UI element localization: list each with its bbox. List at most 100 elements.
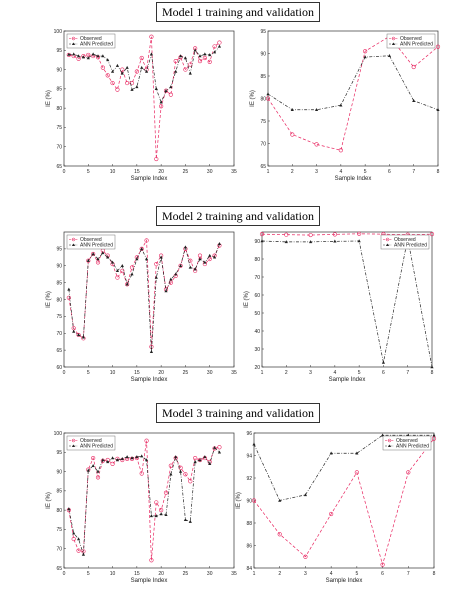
chart-1-predicted-point (106, 58, 110, 62)
chart-6-x-tick-label: 3 (304, 571, 307, 577)
chart-3-legend-predicted-label: ANN Predicted (80, 243, 113, 249)
chart-1-x-tick-label: 20 (158, 169, 164, 175)
model-2-title: Model 2 training and validation (156, 206, 320, 226)
chart-6-y-axis-label: IE (%) (236, 492, 242, 509)
chart-1-y-tick-label: 80 (56, 106, 62, 112)
chart-1-observed-point (212, 44, 217, 49)
chart-1-observed-line (68, 36, 220, 160)
chart-1-predicted-point (76, 54, 81, 58)
chart-6-x-tick-label: 8 (433, 571, 436, 577)
chart-1-x-tick-label: 25 (183, 169, 189, 175)
chart-1-y-tick-label: 90 (56, 67, 62, 73)
chart-1-y-tick-label: 65 (56, 164, 62, 170)
chart-5-x-tick-label: 35 (231, 571, 237, 577)
chart-3-observed-point (129, 265, 135, 270)
chart-3-y-tick-label: 80 (56, 297, 62, 303)
chart-1-predicted-point (110, 69, 115, 73)
chart-1-y-tick-label: 75 (56, 125, 62, 131)
chart-4-y-tick-label: 60 (254, 293, 260, 299)
chart-3-y-axis-label: IE (%) (46, 291, 52, 308)
chart-2-y-axis-label: IE (%) (250, 90, 256, 107)
chart-2-y-tick-label: 80 (260, 96, 266, 102)
chart-1-y-axis-label: IE (%) (46, 90, 52, 107)
chart-2-predicted-point (339, 103, 343, 107)
chart-6-y-tick-label: 88 (246, 521, 252, 527)
chart-1-predicted-point (86, 56, 90, 60)
chart-6-predicted-point (252, 442, 256, 446)
chart-6-observed-point (277, 532, 282, 537)
chart-1-predicted-point (101, 54, 105, 58)
chart-1-legend-observed-marker (71, 36, 76, 41)
chart-1-legend-observed-label: Observed (80, 36, 102, 42)
chart-5-predicted-point (91, 463, 95, 467)
chart-1-observed-point (207, 59, 212, 64)
chart-5-predicted-point (164, 512, 168, 516)
chart-5-predicted-point (86, 468, 90, 472)
chart-2-plot-area (267, 30, 439, 167)
chart-4-plot-area (261, 231, 433, 368)
chart-3-observed-point (115, 275, 120, 280)
chart-5-observed-point (168, 463, 173, 468)
chart-5-predicted-point (135, 455, 139, 459)
chart-1-observed-point (173, 58, 178, 64)
chart-2-x-tick-label: 6 (388, 169, 391, 175)
chart-5-legend-predicted-marker (72, 444, 75, 447)
chart-1-predicted-line (68, 46, 220, 104)
chart-1-predicted-point (67, 52, 71, 56)
chart-5-predicted-point (67, 507, 71, 511)
chart-4-predicted-point (308, 240, 313, 244)
chart-5-predicted-point (203, 455, 207, 459)
chart-6-legend-observed-marker (387, 438, 392, 443)
chart-1-observed-point (159, 104, 164, 109)
chart-4-x-tick-label: 3 (309, 370, 312, 376)
chart-1-observed-point (139, 55, 144, 61)
chart-1-predicted-point (174, 69, 178, 73)
chart-3-observed-point (95, 260, 101, 265)
chart-1-predicted-point (159, 100, 163, 104)
chart-6-observed-point (406, 470, 411, 475)
chart-3-x-tick-label: 25 (183, 370, 189, 376)
chart-5-x-tick-label: 10 (110, 571, 116, 577)
chart-5-observed-point (178, 465, 183, 470)
chart-1-predicted-point (81, 55, 86, 59)
chart-5-predicted-point (101, 458, 105, 462)
chart-4-y-tick-label: 70 (254, 275, 260, 281)
model-1-title: Model 1 training and validation (156, 2, 320, 22)
chart-3-predicted-point (86, 258, 90, 262)
chart-1-y-tick-label: 100 (54, 29, 63, 35)
chart-3-y-tick-label: 75 (56, 314, 62, 320)
chart-1-observed-point (110, 80, 115, 86)
chart-1-observed-point (105, 73, 110, 78)
chart-6-legend-predicted-marker (388, 444, 391, 447)
chart-1-predicted-point (169, 85, 173, 89)
chart-1-predicted-point (193, 48, 197, 52)
chart-5-predicted-point (188, 519, 192, 523)
chart-6-y-tick-label: 94 (246, 453, 252, 459)
chart-6-x-axis-label: Sample Index (326, 578, 363, 584)
chart-6-predicted-point (380, 433, 385, 437)
chart-6-observed-point (354, 470, 359, 475)
chart-6-predicted-point (355, 451, 359, 455)
chart-2-predicted-line (267, 55, 439, 111)
chart-3-predicted-point (91, 252, 95, 256)
chart-4-y-tick-label: 90 (254, 239, 260, 245)
chart-6-observed-point (431, 436, 437, 441)
chart-6-y-tick-label: 92 (246, 476, 252, 482)
chart-5-x-tick-label: 30 (207, 571, 213, 577)
chart-5-predicted-point (208, 462, 212, 466)
chart-1-observed-point (154, 156, 159, 162)
chart-3-x-axis-label: Sample Index (131, 377, 168, 383)
chart-5-x-axis-label: Sample Index (131, 578, 168, 584)
chart-5-y-tick-label: 70 (56, 547, 62, 553)
chart-4-x-tick-label: 6 (382, 370, 385, 376)
chart-3-predicted-point (198, 257, 202, 261)
chart-5-x-tick-label: 15 (134, 571, 140, 577)
chart-1-observed-point (149, 34, 154, 39)
chart-1-predicted-point (154, 87, 158, 91)
chart-5-predicted-point (72, 531, 76, 535)
chart-3-predicted-point (125, 282, 129, 286)
chart-4-observed-point (284, 232, 289, 237)
chart-6-legend-predicted-label: ANN Predicted (396, 444, 429, 450)
chart-5-observed-point (163, 490, 169, 495)
chart-6-y-tick-label: 90 (246, 498, 252, 504)
